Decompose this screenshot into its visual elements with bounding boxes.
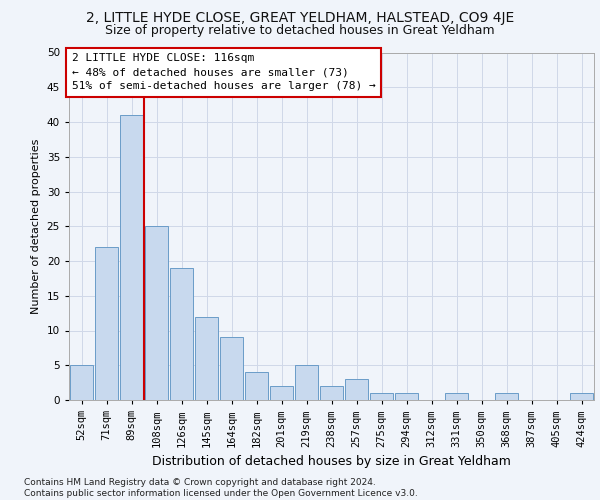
- Text: 2, LITTLE HYDE CLOSE, GREAT YELDHAM, HALSTEAD, CO9 4JE: 2, LITTLE HYDE CLOSE, GREAT YELDHAM, HAL…: [86, 11, 514, 25]
- Bar: [170, 268, 193, 400]
- Text: Size of property relative to detached houses in Great Yeldham: Size of property relative to detached ho…: [105, 24, 495, 37]
- Bar: [395, 393, 418, 400]
- X-axis label: Distribution of detached houses by size in Great Yeldham: Distribution of detached houses by size …: [152, 455, 511, 468]
- Bar: [270, 386, 293, 400]
- Bar: [245, 372, 268, 400]
- Bar: [495, 393, 518, 400]
- Bar: [370, 393, 393, 400]
- Bar: [120, 115, 143, 400]
- Bar: [320, 386, 343, 400]
- Bar: [295, 365, 318, 400]
- Bar: [345, 379, 368, 400]
- Bar: [95, 247, 118, 400]
- Bar: [70, 365, 93, 400]
- Text: Contains HM Land Registry data © Crown copyright and database right 2024.
Contai: Contains HM Land Registry data © Crown c…: [24, 478, 418, 498]
- Bar: [220, 338, 243, 400]
- Y-axis label: Number of detached properties: Number of detached properties: [31, 138, 41, 314]
- Bar: [195, 316, 218, 400]
- Bar: [445, 393, 468, 400]
- Bar: [145, 226, 168, 400]
- Bar: [570, 393, 593, 400]
- Text: 2 LITTLE HYDE CLOSE: 116sqm
← 48% of detached houses are smaller (73)
51% of sem: 2 LITTLE HYDE CLOSE: 116sqm ← 48% of det…: [71, 53, 376, 91]
